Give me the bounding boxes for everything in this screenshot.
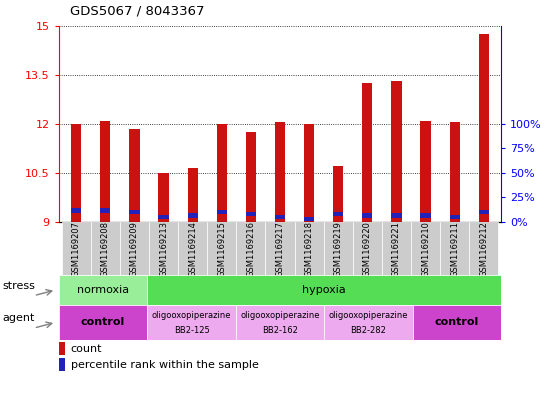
Bar [362,83,372,222]
Bar [188,213,198,218]
Bar [71,208,81,213]
Bar [59,358,66,371]
Bar [450,215,460,219]
Text: oligooxopiperazine: oligooxopiperazine [329,311,408,320]
Bar [304,217,314,221]
Bar [246,132,256,222]
Bar [217,124,227,222]
Text: GSM1169207: GSM1169207 [72,220,81,277]
Bar [362,213,372,218]
Text: BB2-282: BB2-282 [351,325,386,334]
Bar [62,222,91,275]
Bar [178,222,207,275]
Text: GDS5067 / 8043367: GDS5067 / 8043367 [70,5,204,18]
Bar [188,168,198,222]
Text: agent: agent [3,313,35,323]
Bar [450,122,460,222]
Bar [333,166,343,222]
Text: GSM1169216: GSM1169216 [246,220,255,277]
Text: count: count [71,343,102,354]
Bar [158,173,169,222]
Bar [333,212,343,216]
Bar [324,222,353,275]
Bar [265,222,295,275]
Text: GSM1169218: GSM1169218 [305,220,314,277]
Bar [479,34,489,222]
Text: GSM1169220: GSM1169220 [363,220,372,277]
Bar [440,222,469,275]
Text: hypoxia: hypoxia [302,285,346,295]
Bar [207,222,236,275]
Bar [391,81,402,222]
Bar [129,210,139,214]
Bar [479,210,489,214]
Text: GSM1169208: GSM1169208 [101,220,110,277]
Text: GSM1169211: GSM1169211 [450,220,459,277]
Text: normoxia: normoxia [77,285,129,295]
Bar [147,275,501,305]
Text: oligooxopiperazine: oligooxopiperazine [152,311,231,320]
Bar [100,208,110,213]
Text: control: control [435,317,479,327]
Text: GSM1169215: GSM1169215 [217,220,226,277]
Bar [147,305,236,340]
Bar [421,213,431,218]
Bar [353,222,382,275]
Bar [304,124,314,222]
Text: BB2-125: BB2-125 [174,325,209,334]
Bar [275,122,285,222]
Bar [246,212,256,216]
Bar [413,305,501,340]
Bar [469,222,498,275]
Text: GSM1169219: GSM1169219 [334,220,343,277]
Text: GSM1169214: GSM1169214 [188,220,197,277]
Text: BB2-162: BB2-162 [262,325,298,334]
Bar [71,124,81,222]
Text: percentile rank within the sample: percentile rank within the sample [71,360,259,370]
Text: GSM1169221: GSM1169221 [392,220,401,277]
Bar [217,210,227,214]
Text: stress: stress [3,281,36,291]
Bar [411,222,440,275]
Bar [100,121,110,222]
Bar [236,222,265,275]
Bar [59,275,147,305]
Bar [236,305,324,340]
Bar [382,222,411,275]
Bar [421,121,431,222]
Bar [324,305,413,340]
Bar [295,222,324,275]
Bar [391,213,402,218]
Bar [129,129,139,222]
Text: GSM1169212: GSM1169212 [479,220,488,277]
Text: GSM1169210: GSM1169210 [421,220,430,277]
Bar [120,222,149,275]
Bar [149,222,178,275]
Text: control: control [81,317,125,327]
Bar [59,342,66,355]
Bar [275,215,285,219]
Bar [59,305,147,340]
Text: oligooxopiperazine: oligooxopiperazine [240,311,320,320]
Bar [158,215,169,219]
Bar [91,222,120,275]
Text: GSM1169209: GSM1169209 [130,220,139,277]
Text: GSM1169217: GSM1169217 [276,220,284,277]
Text: GSM1169213: GSM1169213 [159,220,168,277]
